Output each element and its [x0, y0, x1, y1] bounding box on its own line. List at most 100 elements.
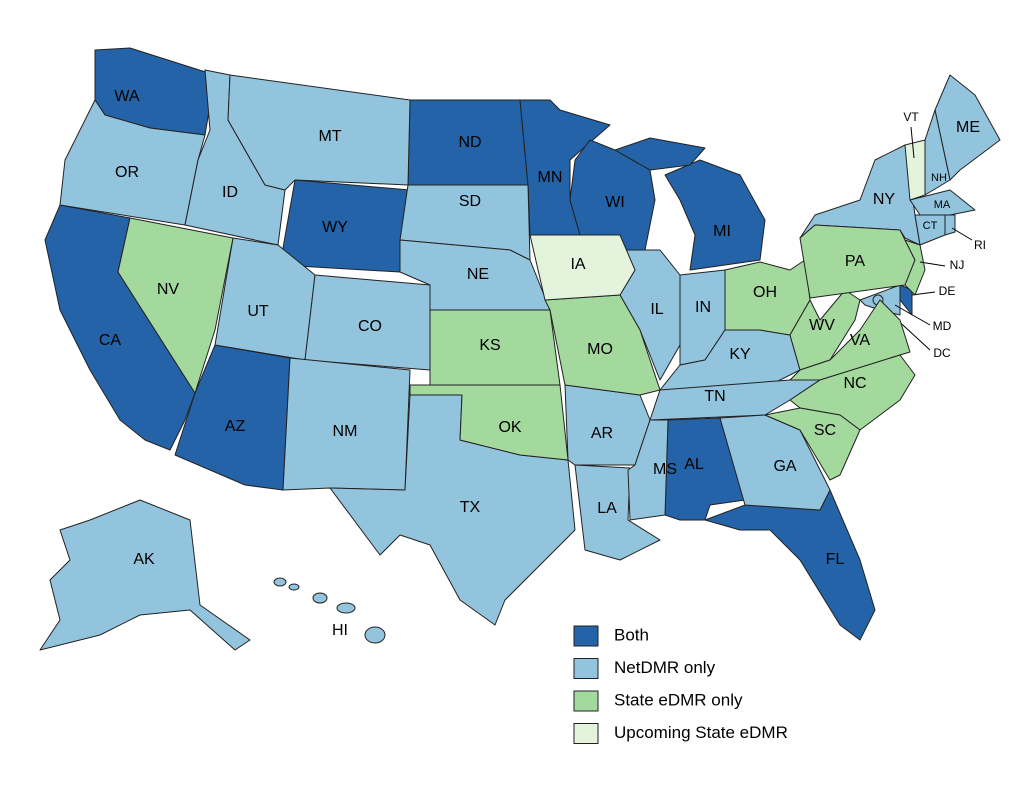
- state-label: WV: [809, 317, 835, 334]
- state-label: NC: [843, 375, 866, 392]
- legend-swatch: [573, 625, 599, 647]
- state: WV: [789, 289, 861, 371]
- state-label: GA: [773, 458, 796, 475]
- legend-label: Upcoming State eDMR: [614, 723, 788, 742]
- state-label: PA: [845, 253, 865, 270]
- state: HI: [273, 577, 386, 644]
- state-label: MN: [538, 169, 563, 186]
- states: WA ND MN WI MI WY CA AZ AL FL DE OR ID MT SD NE UT CO NM TX…: [39, 47, 1001, 651]
- state-label: AK: [133, 551, 155, 568]
- state-label: MO: [587, 341, 613, 358]
- state-label: KS: [479, 337, 500, 354]
- state-label: AR: [591, 425, 613, 442]
- leader-line: [919, 261, 946, 267]
- state-label: FL: [826, 551, 845, 568]
- state: MT: [227, 74, 411, 191]
- state: FL: [704, 489, 876, 641]
- state-label: ND: [458, 134, 481, 151]
- island: [288, 583, 300, 591]
- state-label: WA: [114, 88, 140, 105]
- state-label: RI: [974, 238, 986, 252]
- state-shape: [664, 159, 766, 271]
- state: IN: [679, 269, 726, 366]
- state-label: NJ: [950, 258, 965, 272]
- state: CA: [44, 204, 196, 451]
- state: LA: [574, 464, 661, 561]
- state-label: SD: [459, 193, 481, 210]
- state-label: LA: [597, 500, 617, 517]
- state: ND: [407, 99, 529, 186]
- state-label: ID: [222, 184, 238, 201]
- state-label: TN: [704, 388, 725, 405]
- state: VT: [903, 110, 926, 201]
- legend-swatch: [573, 690, 599, 712]
- state-label: NM: [333, 423, 358, 440]
- state: OR: [59, 99, 206, 226]
- state-label: OH: [753, 284, 777, 301]
- state-shape: [117, 217, 234, 394]
- state-label: MI: [713, 223, 731, 240]
- state-shape: [409, 384, 569, 461]
- island: [312, 592, 328, 604]
- state-shape: [529, 234, 636, 301]
- state-shape: [39, 499, 251, 651]
- state-label: VA: [850, 332, 870, 349]
- island: [273, 577, 287, 587]
- state-shape: [227, 74, 411, 191]
- state-label: WI: [605, 194, 625, 211]
- state: GA: [719, 414, 831, 511]
- state-label: NE: [467, 266, 489, 283]
- state: MO: [544, 294, 661, 396]
- state-label: OK: [498, 419, 521, 436]
- state-shape: [544, 294, 661, 396]
- state-label: DC: [933, 346, 951, 360]
- state-label: AZ: [225, 418, 246, 435]
- state: OK: [409, 384, 569, 461]
- state: CO: [304, 274, 431, 371]
- state-shape: [909, 189, 976, 216]
- state: RI: [944, 214, 986, 252]
- state-shape: [764, 407, 861, 481]
- state-label: NY: [873, 191, 896, 208]
- state: PA: [799, 224, 916, 299]
- state-label: IA: [570, 256, 585, 273]
- state-label: IL: [650, 301, 663, 318]
- state-label: OR: [115, 164, 139, 181]
- state-shape: [614, 137, 706, 171]
- state-label: KY: [729, 346, 751, 363]
- state: IA: [529, 234, 636, 301]
- state-label: WY: [322, 219, 348, 236]
- state-shape: [904, 139, 926, 201]
- leader-line: [911, 291, 936, 296]
- state-label: MD: [933, 319, 952, 333]
- state-label: HI: [332, 622, 348, 639]
- leader-line: [951, 227, 973, 241]
- legend-label: Both: [614, 625, 649, 644]
- state-label: MT: [318, 128, 341, 145]
- state-label: TX: [460, 499, 481, 516]
- state-label: AL: [684, 456, 704, 473]
- state: OH: [724, 259, 811, 336]
- state: NV: [117, 217, 234, 394]
- state-label: ME: [956, 119, 980, 136]
- state-label: UT: [247, 303, 269, 320]
- state: AR: [564, 384, 651, 466]
- state: AK: [39, 499, 251, 651]
- state: KS: [429, 309, 561, 386]
- state-label: MA: [934, 199, 951, 211]
- state-label: NV: [157, 281, 180, 298]
- state: MS: [627, 419, 677, 521]
- state-shape: [904, 239, 926, 296]
- leader-line: [894, 304, 931, 326]
- state: MA: [909, 189, 976, 216]
- state: SC: [764, 407, 861, 481]
- state-label: NH: [931, 172, 947, 184]
- state-label: VT: [903, 110, 919, 124]
- state-label: IN: [695, 299, 711, 316]
- legend-swatch: [573, 723, 599, 744]
- legend-label: NetDMR only: [614, 658, 716, 677]
- state-label: CO: [358, 318, 382, 335]
- state-shape: [704, 489, 876, 641]
- state: NJ: [904, 239, 965, 296]
